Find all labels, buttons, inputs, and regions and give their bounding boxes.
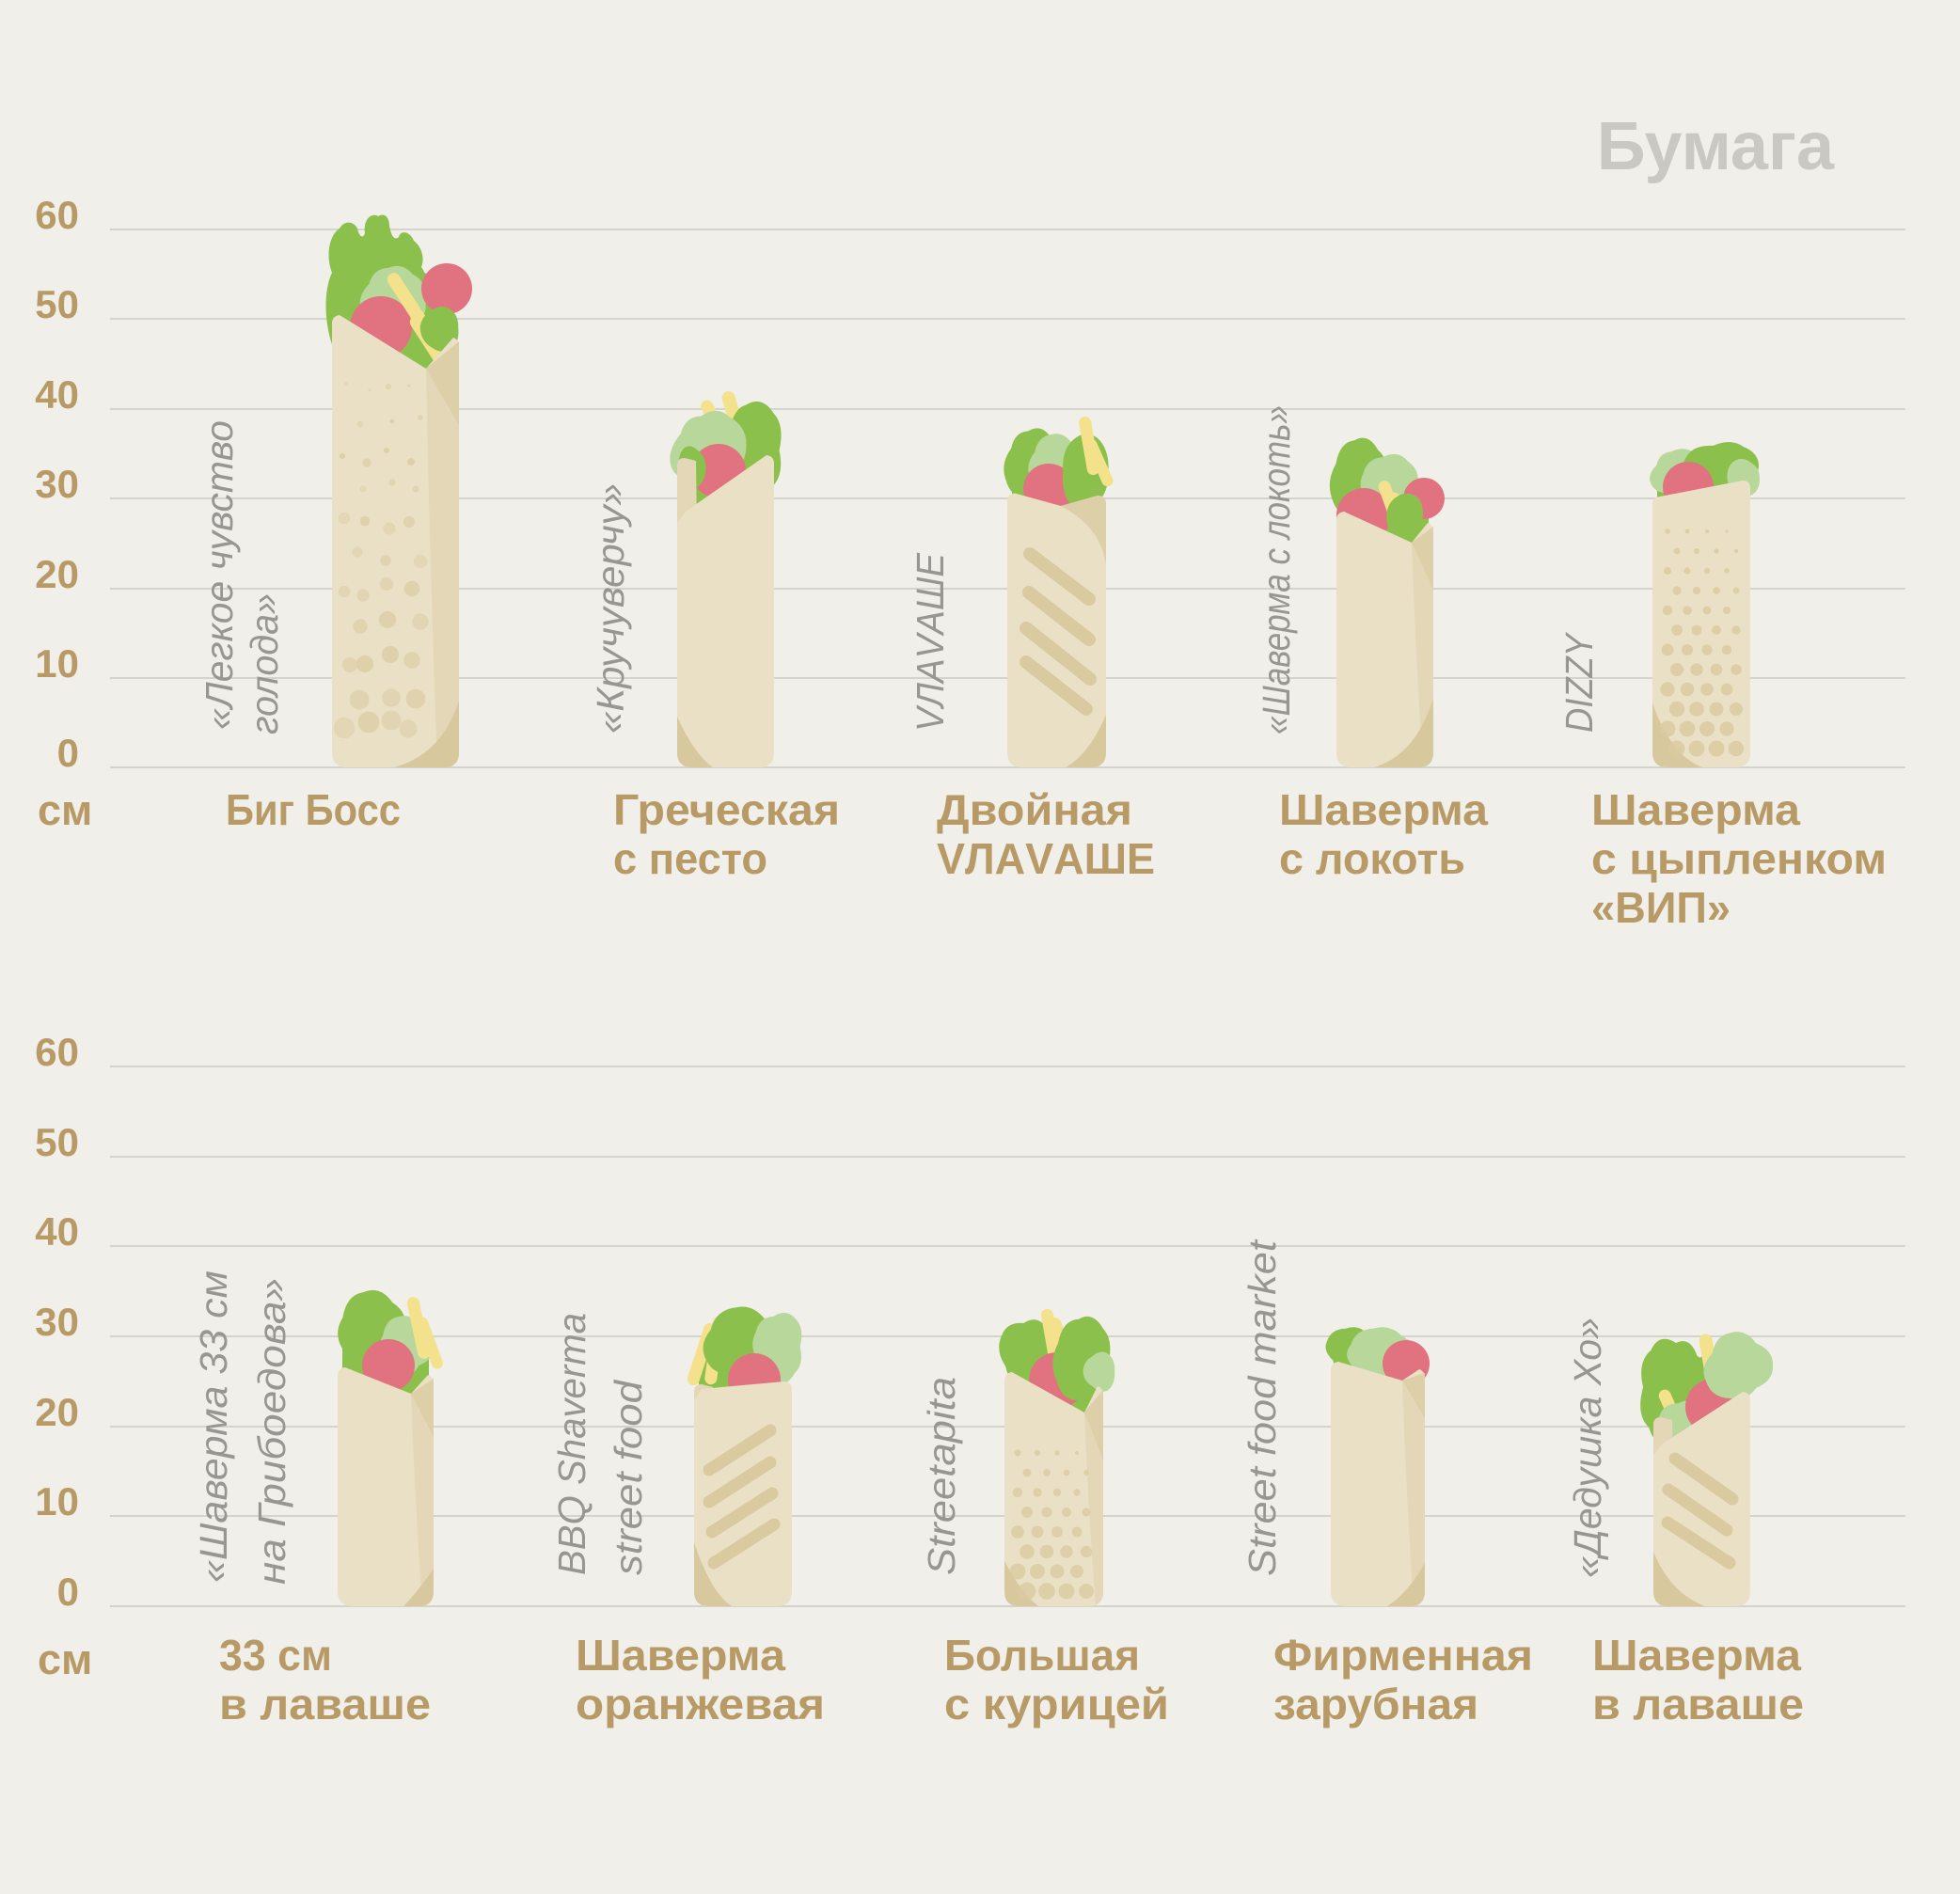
svg-text:«Кручуверчу»: «Кручуверчу» (589, 483, 632, 734)
svg-text:40: 40 (35, 372, 79, 417)
svg-text:Бумага: Бумага (1597, 109, 1835, 184)
svg-text:Streetapita: Streetapita (920, 1377, 963, 1575)
svg-text:60: 60 (35, 193, 79, 237)
svg-text:DIZZY: DIZZY (1557, 632, 1601, 733)
svg-text:60: 60 (35, 1030, 79, 1074)
svg-text:Street food market: Street food market (1241, 1239, 1284, 1576)
svg-text:0: 0 (57, 731, 79, 775)
svg-text:street food: street food (607, 1380, 650, 1575)
svg-text:VЛАVАШЕ: VЛАVАШЕ (909, 552, 952, 732)
svg-text:BBQ Shaverma: BBQ Shaverma (550, 1313, 593, 1575)
svg-text:20: 20 (35, 552, 79, 596)
svg-text:10: 10 (35, 1479, 79, 1523)
svg-text:50: 50 (35, 1120, 79, 1164)
svg-text:20: 20 (35, 1390, 79, 1434)
svg-text:«Шаверма с локоть»: «Шаверма с локоть» (1255, 405, 1298, 734)
svg-text:«Дедушка Хо»: «Дедушка Хо» (1566, 1318, 1609, 1578)
svg-text:«Легкое чувство: «Легкое чувство (198, 420, 241, 730)
svg-text:10: 10 (35, 641, 79, 686)
svg-text:см: см (38, 1635, 92, 1683)
svg-text:40: 40 (35, 1209, 79, 1254)
svg-text:«Шаверма 33 см: «Шаверма 33 см (192, 1271, 235, 1583)
svg-text:на Грибоедова»: на Грибоедова» (250, 1278, 293, 1585)
svg-text:30: 30 (35, 1300, 79, 1344)
svg-text:Биг Босс: Биг Босс (226, 785, 401, 834)
svg-text:30: 30 (35, 462, 79, 506)
svg-text:голода»: голода» (243, 593, 286, 734)
svg-text:33 смв лаваше: 33 см в лаваше (219, 1631, 431, 1728)
svg-text:0: 0 (57, 1570, 79, 1614)
svg-text:см: см (38, 786, 92, 834)
svg-text:50: 50 (35, 282, 79, 326)
